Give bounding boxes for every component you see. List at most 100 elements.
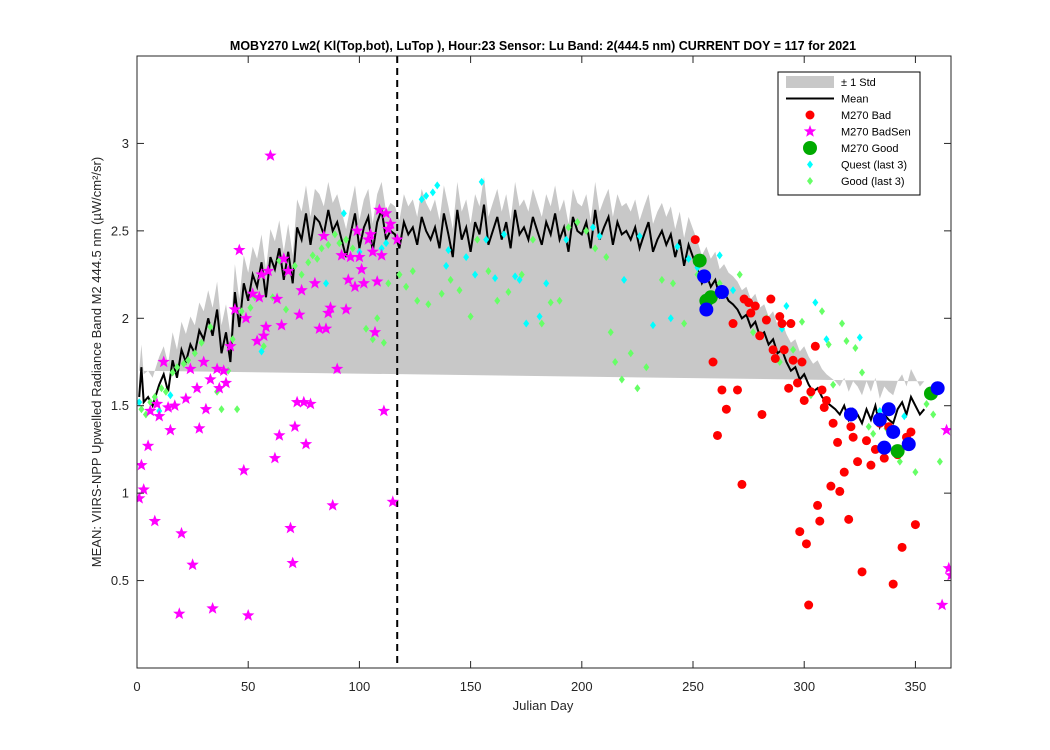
good-last3-point: [247, 303, 254, 312]
legend-diamond-swatch: [807, 160, 813, 169]
bad-point: [786, 319, 796, 329]
good-last3-point: [363, 324, 370, 333]
badsen-point: [375, 248, 388, 261]
good-last3-point: [658, 275, 665, 284]
badsen-point: [344, 250, 357, 263]
badsen-point: [364, 227, 377, 240]
quest-point: [596, 232, 603, 241]
legend-label: M270 Bad: [841, 110, 891, 122]
bad-point: [817, 385, 827, 395]
bad-point: [804, 600, 814, 610]
good-last3-point: [343, 235, 350, 244]
badsen-point: [193, 421, 206, 434]
good-last3-point: [169, 368, 176, 377]
bad-point: [826, 481, 836, 491]
badsen-point: [935, 598, 949, 611]
legend-label: Quest (last 3): [841, 160, 907, 172]
badsen-point: [259, 320, 273, 333]
good-last3-point: [369, 335, 376, 344]
bad-point: [788, 355, 798, 365]
badsen-point: [199, 402, 213, 415]
quest-point: [378, 244, 385, 253]
bad-point: [897, 542, 907, 552]
badsen-point: [153, 409, 166, 422]
good-last3-point: [865, 422, 872, 431]
quest-point: [472, 270, 479, 279]
good-last3-point: [403, 282, 410, 291]
good-last3-point: [198, 338, 205, 347]
bad-point: [777, 319, 787, 329]
good-last3-point: [790, 345, 797, 354]
quest-point: [500, 230, 507, 239]
legend-label: ± 1 Std: [841, 77, 876, 89]
good-last3-point: [260, 342, 267, 351]
good-last3-point: [234, 405, 241, 414]
badsen-point: [275, 318, 288, 331]
good-last3-point: [936, 457, 943, 466]
good-last3-point: [870, 429, 877, 438]
badsen-point: [173, 607, 186, 620]
badsen-point: [290, 395, 304, 408]
legend-good-swatch: [803, 141, 817, 155]
good-last3-point: [283, 305, 290, 314]
badsen-point: [262, 264, 275, 277]
bad-point: [721, 404, 731, 414]
good-last3-point: [819, 307, 826, 316]
good-last3-point: [494, 296, 501, 305]
badsen-point: [204, 373, 217, 385]
quest-point: [137, 398, 143, 407]
good-last3-point: [556, 296, 563, 305]
good-last3-point: [180, 359, 187, 368]
quest-point: [445, 246, 452, 255]
badsen-point: [355, 262, 368, 275]
legend-box: [777, 71, 921, 196]
bad-point: [799, 395, 809, 405]
bad-point: [750, 301, 760, 311]
legend: ± 1 Std Mean M270 Bad M270 BadSen M270 Good Q…: [777, 71, 921, 196]
good-last3-point: [839, 319, 846, 328]
good-last3-point: [380, 338, 387, 347]
good-last3-point: [349, 244, 356, 253]
quest-point: [167, 391, 174, 400]
quest-point: [383, 239, 390, 248]
badsen-point: [162, 401, 175, 413]
good-last3-point: [574, 218, 581, 227]
quest-point: [823, 335, 830, 344]
badsen-point: [150, 397, 164, 410]
badsen-point: [213, 381, 226, 394]
blue-point: [930, 381, 945, 396]
badsen-point: [184, 362, 197, 375]
bad-point: [797, 357, 807, 367]
quest-point: [536, 312, 543, 321]
plot-area: [137, 56, 951, 668]
badsen-point: [186, 558, 199, 571]
good-last3-point: [298, 270, 305, 279]
badsen-point: [137, 458, 148, 471]
good-last3-point: [467, 312, 474, 321]
good-last3-point: [305, 258, 312, 267]
legend-diamond-swatch: [807, 177, 813, 185]
badsen-point: [295, 283, 308, 296]
badsen-point: [319, 322, 333, 334]
good-last3-point: [859, 368, 866, 377]
badsen-point: [250, 334, 264, 347]
bad-point: [879, 453, 889, 463]
badsen-point: [331, 362, 344, 375]
badsen-point: [242, 609, 255, 621]
good-last3-point: [374, 314, 381, 323]
good-last3-point: [142, 410, 149, 419]
good-last3-point: [798, 317, 805, 326]
badsen-point: [270, 292, 284, 305]
good-last3-point: [634, 384, 641, 393]
chart-title: MOBY270 Lw2( Kl(Top,bot), LuTop ), Hour:…: [230, 39, 856, 53]
badsen-point: [384, 217, 397, 230]
y-axis-label: MEAN: VIIRS-NPP Upwelled Radiance Band M…: [89, 157, 104, 567]
blue-point: [901, 437, 916, 452]
quest-point: [674, 242, 681, 251]
quest-point: [492, 274, 499, 283]
legend-label: Good (last 3): [841, 176, 905, 188]
bad-point: [846, 422, 856, 432]
good-last3-point: [583, 226, 590, 235]
legend-std-swatch: [786, 76, 834, 88]
badsen-point: [228, 303, 241, 315]
